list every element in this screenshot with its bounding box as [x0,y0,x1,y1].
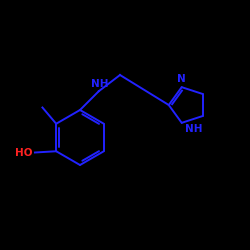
Text: NH: NH [186,124,203,134]
Text: NH: NH [91,79,109,89]
Text: HO: HO [16,148,33,158]
Text: N: N [177,74,186,84]
